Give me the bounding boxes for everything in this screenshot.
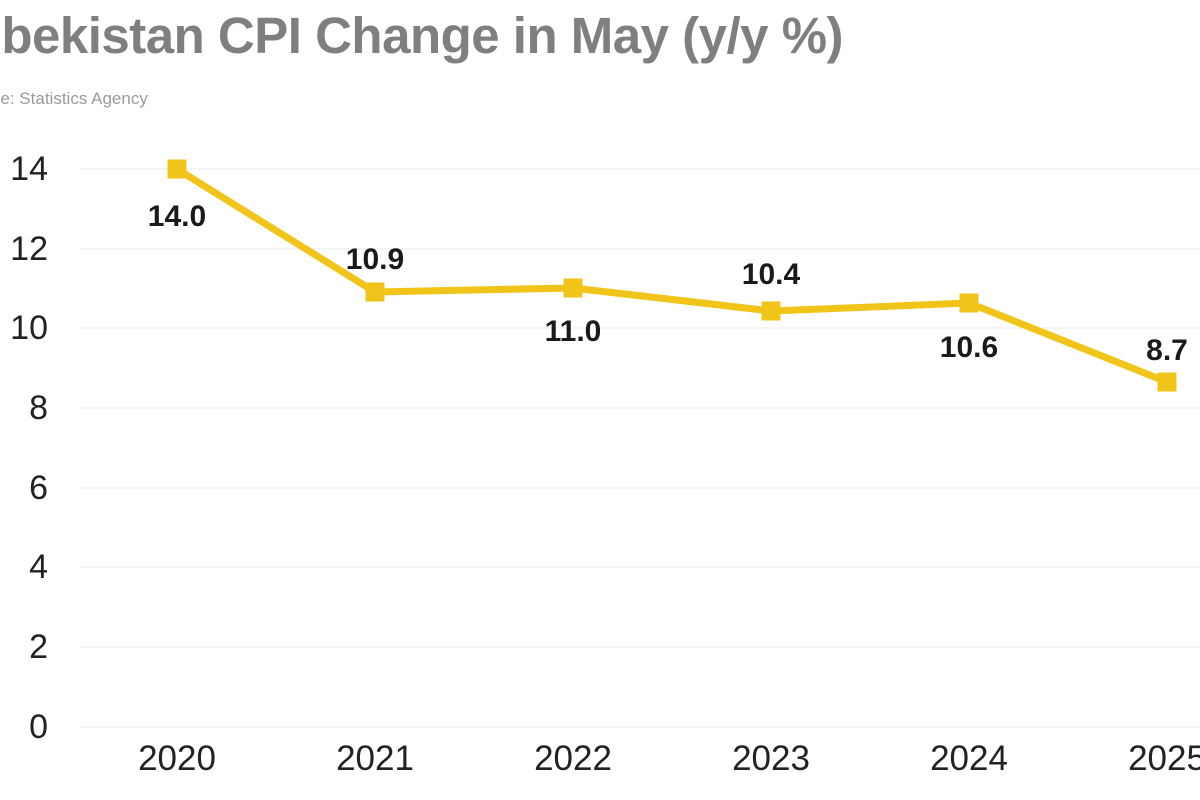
svg-text:8.7: 8.7 — [1146, 334, 1188, 367]
svg-text:10.6: 10.6 — [940, 331, 998, 364]
svg-text:2020: 2020 — [138, 739, 216, 778]
svg-text:10: 10 — [10, 309, 48, 347]
svg-text:14.0: 14.0 — [148, 200, 206, 233]
svg-text:2024: 2024 — [930, 739, 1008, 778]
svg-text:10.4: 10.4 — [742, 258, 801, 291]
svg-text:10.9: 10.9 — [346, 243, 404, 276]
svg-text:2021: 2021 — [336, 739, 414, 778]
svg-text:11.0: 11.0 — [545, 315, 602, 348]
svg-text:4: 4 — [29, 548, 48, 586]
svg-text:2023: 2023 — [732, 739, 810, 778]
svg-text:2022: 2022 — [534, 739, 612, 778]
svg-text:2: 2 — [29, 628, 48, 666]
svg-text:8: 8 — [29, 389, 48, 427]
svg-text:14: 14 — [10, 150, 48, 188]
svg-text:12: 12 — [10, 230, 48, 268]
svg-text:2025: 2025 — [1128, 739, 1200, 778]
svg-text:0: 0 — [29, 708, 48, 746]
svg-text:6: 6 — [29, 469, 48, 507]
